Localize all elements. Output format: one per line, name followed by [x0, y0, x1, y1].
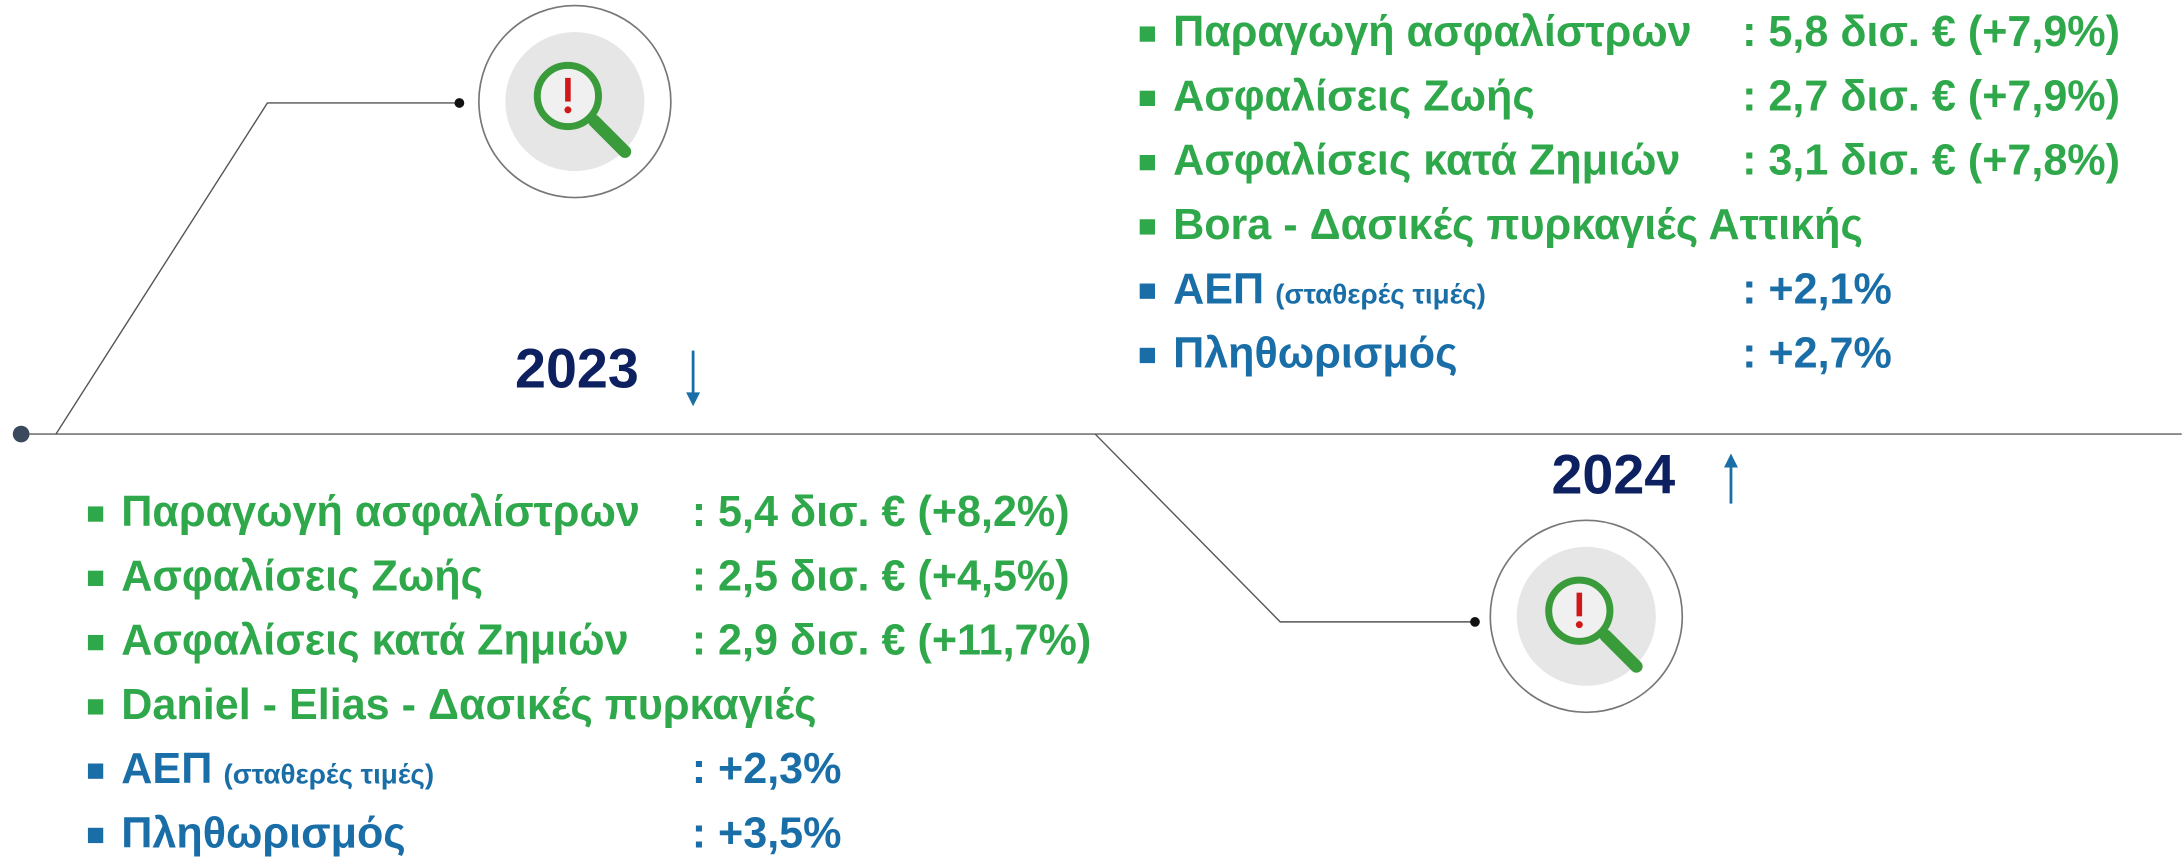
item-label: Ασφαλίσεις κατά Ζημιών	[1173, 137, 1680, 185]
item-label: Bora - Δασικές πυρκαγιές Αττικής	[1173, 201, 1863, 249]
item-label: Παραγωγή ασφαλίστρων	[121, 488, 640, 536]
item-value: : +3,5%	[692, 810, 842, 857]
connector	[1094, 433, 1475, 623]
bullet	[87, 506, 104, 522]
bullet	[1139, 347, 1155, 364]
bullet	[87, 827, 104, 844]
item-label: ΑΕΠ	[121, 745, 212, 793]
connector-dot	[454, 98, 465, 108]
item-value: : 5,8 δισ. € (+7,9%)	[1742, 8, 2120, 56]
item-value: : 3,1 δισ. € (+7,8%)	[1742, 137, 2120, 185]
item-label: ΑΕΠ	[1173, 265, 1264, 313]
item-label: Πληθωρισμός	[121, 810, 405, 857]
search-icon	[478, 4, 672, 199]
year-label: 2024	[1551, 443, 1675, 505]
item-note: (σταθερές τιμές)	[1275, 278, 1486, 309]
item-label: Daniel - Elias - Δασικές πυρκαγιές	[121, 681, 816, 729]
bullet	[1139, 219, 1155, 235]
item-note: (σταθερές τιμές)	[223, 758, 434, 789]
bullet	[1139, 154, 1155, 171]
bullet	[1139, 283, 1155, 299]
item-value: : +2,7%	[1742, 330, 1892, 378]
connector	[55, 102, 460, 435]
item-value: : +2,3%	[692, 745, 842, 793]
bullet	[1139, 26, 1155, 42]
item-label: Ασφαλίσεις κατά Ζημιών	[121, 617, 628, 665]
bullet	[87, 570, 104, 586]
connector-dot	[1470, 617, 1480, 627]
search-icon	[1489, 519, 1684, 714]
item-value: : 5,4 δισ. € (+8,2%)	[692, 488, 1070, 536]
item-value: : 2,7 δισ. € (+7,9%)	[1742, 72, 2120, 120]
item-value: : 2,9 δισ. € (+11,7%)	[692, 617, 1091, 665]
item-value: : 2,5 δισ. € (+4,5%)	[692, 552, 1070, 600]
timeline-start	[12, 425, 30, 443]
arrow-down	[686, 350, 701, 407]
bullet	[87, 763, 104, 779]
arrow-up	[1724, 453, 1738, 504]
item-value: : +2,1%	[1742, 265, 1892, 313]
item-label: Ασφαλίσεις Ζωής	[121, 552, 483, 600]
year-label: 2023	[515, 338, 639, 400]
bullet	[1139, 90, 1155, 107]
item-label: Πληθωρισμός	[1173, 330, 1457, 378]
item-label: Παραγωγή ασφαλίστρων	[1173, 8, 1692, 56]
bullet	[87, 699, 104, 715]
item-label: Ασφαλίσεις Ζωής	[1173, 72, 1535, 120]
bullet	[87, 634, 104, 651]
